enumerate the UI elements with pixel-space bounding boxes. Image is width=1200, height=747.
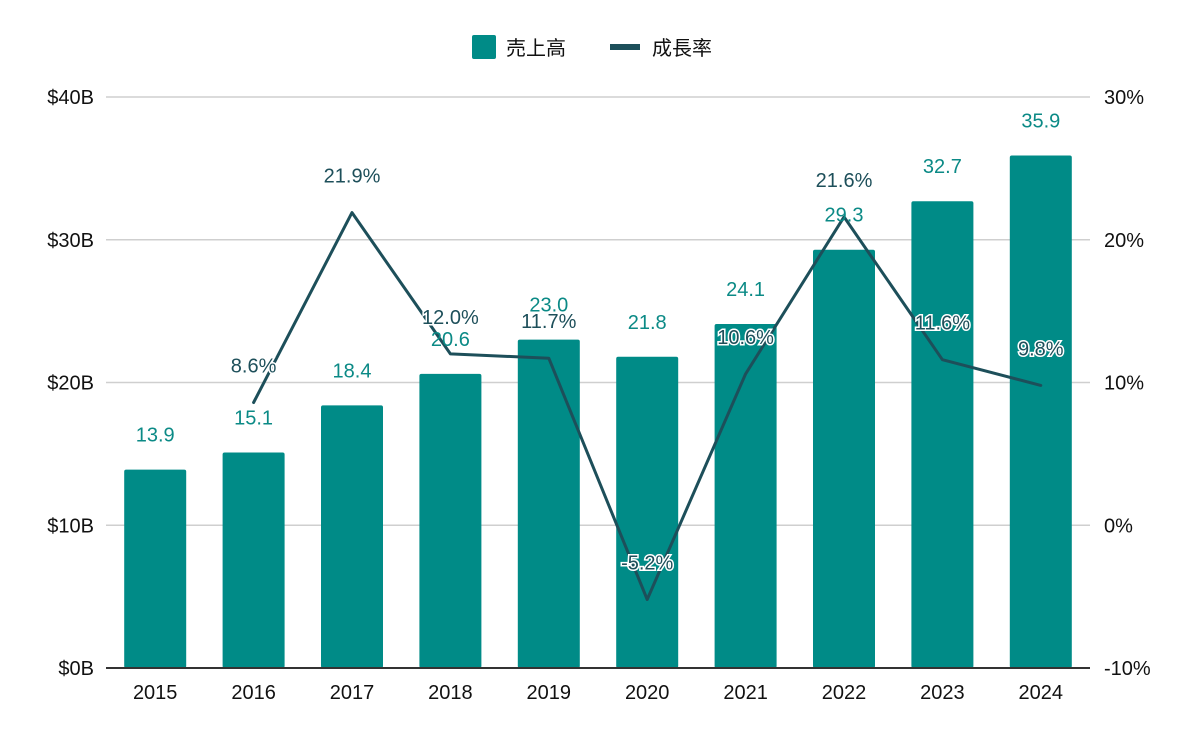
left-axis-tick-label: $0B xyxy=(58,658,94,680)
sales-data-label-2024: 35.9 xyxy=(1021,111,1060,133)
legend-swatch-growth xyxy=(610,44,640,50)
sales-bar-2024 xyxy=(1009,155,1072,669)
bars xyxy=(124,155,1072,669)
sales-data-label-2016: 15.1 xyxy=(234,407,273,429)
sales-bar-2016 xyxy=(222,452,285,668)
sales-bar-2023 xyxy=(911,201,974,668)
growth-data-label-2022: 21.6% xyxy=(816,170,873,192)
right-axis-tick-label: 0% xyxy=(1104,515,1133,537)
x-axis-tick-label: 2022 xyxy=(822,682,867,704)
legend-swatch-sales xyxy=(472,35,496,59)
sales-bar-2020 xyxy=(616,356,679,668)
x-axis-tick-label: 2019 xyxy=(527,682,572,704)
legend: 売上高 成長率 xyxy=(472,35,712,60)
sales-data-label-2015: 13.9 xyxy=(136,425,175,447)
sales-data-label-2019: 23.0 xyxy=(529,295,568,317)
x-axis-tick-label: 2017 xyxy=(330,682,375,704)
left-axis-tick-label: $40B xyxy=(47,87,94,109)
sales-data-label-2022: 29.3 xyxy=(825,205,864,227)
growth-data-label-2020: -5.2% xyxy=(621,552,673,574)
left-axis-tick-label: $20B xyxy=(47,373,94,395)
sales-data-label-2023: 32.7 xyxy=(923,156,962,178)
sales-bar-2017 xyxy=(321,405,383,668)
x-axis-tick-label: 2020 xyxy=(625,682,670,704)
right-axis-tick-label: 20% xyxy=(1104,230,1144,252)
growth-line xyxy=(252,211,1043,601)
sales-bar-2019 xyxy=(517,339,580,668)
sales-data-label-2018: 20.6 xyxy=(431,329,470,351)
legend-label-sales: 売上高 xyxy=(506,37,566,60)
sales-data-label-2021: 24.1 xyxy=(726,279,765,301)
x-axis-tick-label: 2015 xyxy=(133,682,178,704)
sales-data-label-2017: 18.4 xyxy=(333,360,372,382)
growth-line-layer xyxy=(252,211,1043,601)
x-axis-tick-label: 2018 xyxy=(428,682,473,704)
right-axis-tick-label: 10% xyxy=(1104,373,1144,395)
growth-data-label-2017: 21.9% xyxy=(324,166,381,188)
x-axis-tick-label: 2023 xyxy=(920,682,965,704)
sales-bar-2022 xyxy=(813,249,875,668)
sales-data-label-2020: 21.8 xyxy=(628,312,667,334)
x-axis-tick-label: 2024 xyxy=(1019,682,1064,704)
growth-data-label-2021: 10.6% xyxy=(717,327,774,349)
legend-label-growth: 成長率 xyxy=(652,37,712,60)
right-axis-tick-label: 30% xyxy=(1104,87,1144,109)
growth-data-label-2018: 12.0% xyxy=(422,307,479,329)
data-labels: 13.9 15.1 18.4 20.6 23.0 21.8 24.1 29.3 32.7 35.9… xyxy=(136,111,1066,576)
x-axis-tick-label: 2021 xyxy=(723,682,768,704)
x-axis-tick-label: 2016 xyxy=(231,682,276,704)
growth-data-label-2016: 8.6% xyxy=(231,355,277,377)
right-axis-tick-label: -10% xyxy=(1104,658,1151,680)
sales-bar-2018 xyxy=(419,373,482,668)
growth-data-label-2019: 11.7% xyxy=(521,311,576,333)
left-axis-tick-label: $10B xyxy=(47,515,94,537)
sales-bar-2015 xyxy=(124,469,187,668)
axes: $0B $10B $20B $30B $40B -10% 0% 10% 20% 30% 2015 20… xyxy=(47,87,1151,704)
left-axis-tick-label: $30B xyxy=(47,230,94,252)
growth-data-label-2023: 11.6% xyxy=(915,313,970,335)
growth-data-label-2024: 9.8% xyxy=(1018,338,1064,360)
